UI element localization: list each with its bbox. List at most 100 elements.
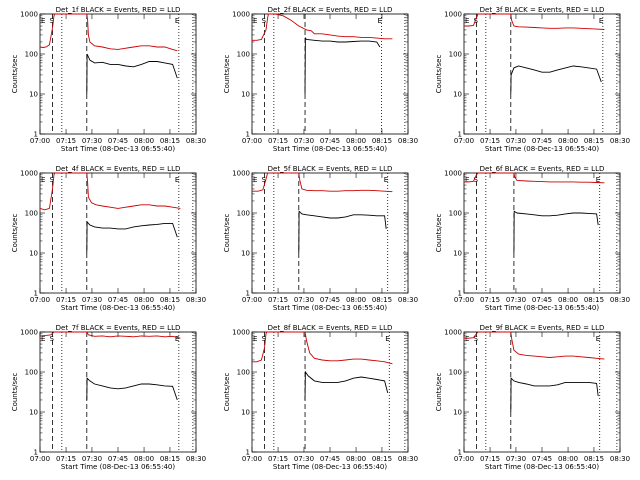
marker-label-e: E	[385, 335, 389, 343]
series-line-lld	[252, 331, 393, 365]
x-axis-label: Start Time (08-Dec-13 06:55:40)	[273, 304, 387, 312]
detector-panel-5: Det_5f BLACK = Events, RED = LLD 1 10 100 10…	[223, 165, 418, 312]
detector-panel-2: Det_2f BLACK = Events, RED = LLD 1 10 100 10…	[223, 6, 418, 153]
series-line-lld	[252, 172, 393, 193]
y-tick-label: 100	[25, 51, 38, 59]
y-tick-label: 1	[246, 290, 250, 298]
panel-title: Det_7f BLACK = Events, RED = LLD	[56, 324, 181, 332]
marker-label-e: E	[253, 335, 257, 343]
marker-label-e: E	[175, 176, 179, 184]
x-tick-label: 07:45	[320, 296, 340, 304]
marker-label-e: E	[384, 176, 388, 184]
x-tick-label: 08:00	[134, 455, 154, 463]
series-line-events	[304, 36, 381, 95]
y-tick-label: 1	[246, 131, 250, 139]
x-axis-label: Start Time (08-Dec-13 06:55:40)	[61, 304, 175, 312]
series-line-lld	[252, 13, 393, 41]
x-tick-label: 07:45	[532, 455, 552, 463]
x-tick-label: 07:00	[242, 296, 262, 304]
y-tick-label: 10	[241, 250, 250, 258]
x-tick-label: 08:30	[610, 296, 630, 304]
y-tick-label: 100	[237, 51, 250, 59]
y-tick-label: 10	[241, 409, 250, 417]
x-axis-label: Start Time (08-Dec-13 06:55:40)	[61, 463, 175, 471]
y-tick-label: 100	[25, 210, 38, 218]
series-line-lld	[464, 331, 605, 360]
x-axis-label: Start Time (08-Dec-13 06:55:40)	[485, 304, 599, 312]
panel-title: Det_3f BLACK = Events, RED = LLD	[480, 6, 605, 14]
y-axis-label: Counts/sec	[435, 55, 443, 94]
x-axis-label: Start Time (08-Dec-13 06:55:40)	[485, 145, 599, 153]
marker-label-e: E	[41, 176, 45, 184]
y-tick-label: 10	[453, 409, 462, 417]
x-tick-label: 08:00	[558, 455, 578, 463]
y-axis-label: Counts/sec	[435, 373, 443, 412]
x-tick-label: 08:30	[398, 455, 418, 463]
series-line-events	[510, 377, 599, 413]
x-tick-label: 07:30	[294, 296, 314, 304]
x-tick-label: 07:45	[108, 455, 128, 463]
x-tick-label: 08:15	[372, 455, 392, 463]
y-tick-label: 1	[246, 449, 250, 457]
x-tick-label: 08:30	[186, 296, 206, 304]
y-tick-label: 1000	[444, 11, 462, 19]
x-tick-label: 07:15	[56, 137, 76, 145]
x-tick-label: 07:00	[454, 137, 474, 145]
y-tick-label: 1	[458, 131, 462, 139]
x-tick-label: 08:15	[160, 296, 180, 304]
series-line-events	[304, 370, 389, 401]
x-tick-label: 07:00	[242, 455, 262, 463]
y-tick-label: 10	[453, 250, 462, 258]
detector-panel-7: Det_7f BLACK = Events, RED = LLD 1 10 100 10…	[11, 324, 206, 471]
detector-panel-1: Det_1f BLACK = Events, RED = LLD 1 10 100 10…	[11, 6, 206, 153]
x-tick-label: 07:00	[30, 137, 50, 145]
marker-label-e: E	[175, 335, 179, 343]
panel-title: Det_5f BLACK = Events, RED = LLD	[268, 165, 393, 173]
x-tick-label: 07:00	[242, 137, 262, 145]
y-tick-label: 1	[458, 449, 462, 457]
panel-title: Det_2f BLACK = Events, RED = LLD	[268, 6, 393, 14]
x-tick-label: 07:00	[30, 296, 50, 304]
x-tick-label: 07:30	[506, 455, 526, 463]
x-tick-label: 07:00	[30, 455, 50, 463]
x-tick-label: 08:15	[584, 455, 604, 463]
plot-frame	[251, 13, 409, 135]
series-line-lld	[39, 13, 178, 52]
x-tick-label: 07:15	[56, 455, 76, 463]
y-tick-label: 1	[34, 449, 38, 457]
x-tick-label: 08:15	[584, 296, 604, 304]
series-line-events	[86, 220, 178, 254]
marker-label-e: E	[599, 17, 603, 25]
series-line-events	[298, 210, 387, 254]
x-axis-label: Start Time (08-Dec-13 06:55:40)	[485, 463, 599, 471]
y-tick-label: 1000	[20, 11, 38, 19]
marker-label-s: S	[473, 17, 478, 25]
series-line-events	[86, 53, 178, 95]
x-tick-label: 08:30	[610, 455, 630, 463]
y-axis-label: Counts/sec	[223, 214, 231, 253]
x-tick-label: 08:15	[160, 137, 180, 145]
marker-label-s: S	[261, 335, 266, 343]
marker-label-s: S	[49, 176, 54, 184]
marker-label-e: E	[377, 17, 381, 25]
x-tick-label: 07:15	[268, 137, 288, 145]
y-axis-label: Counts/sec	[11, 373, 19, 412]
x-tick-label: 07:30	[82, 455, 102, 463]
x-tick-label: 07:45	[320, 455, 340, 463]
x-tick-label: 08:15	[584, 137, 604, 145]
x-tick-label: 08:00	[346, 137, 366, 145]
x-tick-label: 08:00	[134, 137, 154, 145]
series-line-events	[513, 210, 599, 254]
y-tick-label: 100	[237, 210, 250, 218]
marker-label-s: S	[49, 335, 54, 343]
x-tick-label: 08:30	[398, 137, 418, 145]
x-tick-label: 08:00	[134, 296, 154, 304]
y-tick-label: 10	[453, 91, 462, 99]
panel-title: Det_4f BLACK = Events, RED = LLD	[56, 165, 181, 173]
panel-title: Det_1f BLACK = Events, RED = LLD	[56, 6, 181, 14]
series-line-lld	[464, 13, 605, 30]
x-tick-label: 08:30	[186, 455, 206, 463]
y-tick-label: 1	[34, 131, 38, 139]
x-tick-label: 07:30	[506, 296, 526, 304]
marker-label-e: E	[41, 335, 45, 343]
